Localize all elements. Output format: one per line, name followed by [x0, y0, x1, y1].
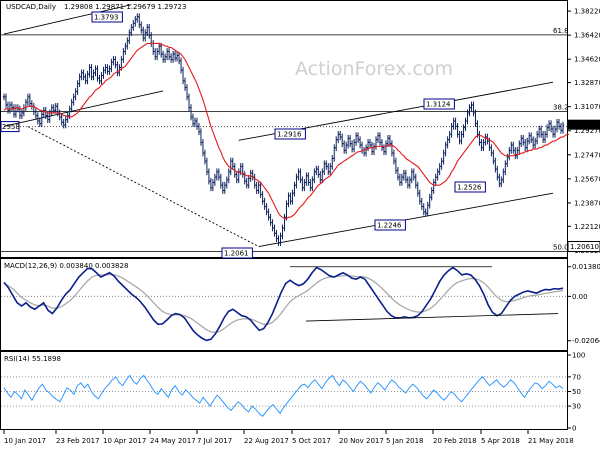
left-edge-box [0, 121, 20, 133]
price-tick-label: 1.23870 [574, 199, 600, 207]
lower-channel-2017 [3, 90, 164, 127]
macd-signal-line [3, 273, 564, 334]
x-tick-label: 10 Jan 2017 [4, 437, 46, 445]
fibonacci-levels: 61.8 38.2 50.0 [1, 27, 569, 252]
macd-tick-label: 0.013802 [572, 263, 600, 271]
price-tick-label: 1.34620 [574, 56, 600, 64]
price-tick-label: 1.27470 [574, 151, 600, 159]
price-y-axis: 1.38220 1.36420 1.34620 1.32870 1.31070 1.292… [0, 8, 600, 255]
left-edge-label: 2958 [2, 123, 20, 131]
macd-tick-label: -0.020646 [572, 337, 600, 345]
price-tick-label: 1.31070 [574, 103, 600, 111]
x-tick-label: 21 May 2018 [528, 437, 574, 445]
price-tick-label: 1.38220 [574, 8, 600, 16]
right-edge-box [567, 241, 600, 253]
current-price-label: 1.29723 [570, 121, 599, 129]
macd-panel-frame [0, 258, 568, 351]
symbol-header: USDCAD,Daily [6, 3, 56, 11]
x-axis: 10 Jan 2017 23 Feb 2017 10 Apr 2017 24 May … [3, 430, 574, 445]
price-annotations: 1.3793 1.2061 1.2916 1.3124 1.2246 1.2526 [91, 11, 486, 259]
x-tick-label: 20 Nov 2017 [339, 437, 384, 445]
fib-label: 61.8 [553, 27, 569, 35]
annotation-label: 1.3124 [426, 101, 451, 109]
x-tick-label: 23 Feb 2017 [56, 437, 100, 445]
fib-label: 38.2 [553, 104, 569, 112]
right-edge-label: 1.20610 [570, 243, 599, 251]
annotation-label: 1.2061 [224, 250, 249, 258]
macd-line [3, 266, 564, 342]
rsi-tick-label: 30 [572, 403, 581, 411]
rsi-line [3, 374, 564, 417]
annotation-box [454, 181, 486, 193]
price-tick-label: 1.29270 [574, 127, 600, 135]
x-tick-label: 5 Jan 2018 [386, 437, 424, 445]
rsi-tick-label: 100 [572, 352, 585, 360]
macd-support-line [305, 313, 559, 322]
price-bars [2, 13, 565, 246]
price-tick-label: 1.22120 [574, 223, 600, 231]
x-tick-label: 22 Aug 2017 [244, 437, 289, 445]
annotation-label: 1.3793 [94, 14, 119, 22]
macd-header: MACD(12,26,9) 0.003840 0.003828 [4, 262, 128, 270]
rsi-panel-frame [0, 351, 568, 430]
x-tick-label: 5 Oct 2017 [292, 437, 331, 445]
upper-channel-2017 [3, 4, 132, 35]
watermark: ActionForex.com [295, 58, 453, 80]
annotation-box [423, 98, 455, 110]
annotation-box [374, 219, 406, 231]
annotation-label: 1.2916 [277, 131, 302, 139]
current-price-box [568, 119, 600, 130]
x-tick-label: 20 Feb 2018 [433, 437, 477, 445]
macd-tick-label: 0.00 [572, 293, 588, 301]
annotation-box [91, 11, 123, 23]
rsi-plot: 100 70 50 30 0 [1, 352, 585, 433]
fib-label: 50.0 [553, 244, 569, 252]
decline-dashed-line [27, 126, 259, 247]
annotation-box [221, 247, 253, 259]
price-tick-label: 1.32870 [574, 79, 600, 87]
x-tick-label: 24 May 2017 [150, 437, 196, 445]
moving-average [3, 42, 569, 220]
rsi-tick-label: 50 [572, 388, 581, 396]
x-tick-label: 7 Jul 2017 [197, 437, 232, 445]
moving-average-line [3, 42, 569, 220]
rsi-tick-label: 70 [572, 373, 581, 381]
annotation-label: 1.2246 [377, 222, 402, 230]
annotation-box [274, 128, 306, 140]
price-tick-label: 1.25670 [574, 175, 600, 183]
annotation-label: 1.2526 [457, 184, 482, 192]
ohlc-header: 1.29808 1.29871 1.29679 1.29723 [64, 3, 186, 11]
rsi-header: RSI(14) 55.1898 [4, 355, 61, 363]
price-tick-label: 1.36420 [574, 32, 600, 40]
rsi-tick-label: 0 [572, 425, 576, 433]
macd-plot: 0.013802 0.00 -0.020646 [1, 263, 600, 345]
x-tick-label: 10 Apr 2017 [103, 437, 146, 445]
x-tick-label: 5 Apr 2018 [481, 437, 520, 445]
